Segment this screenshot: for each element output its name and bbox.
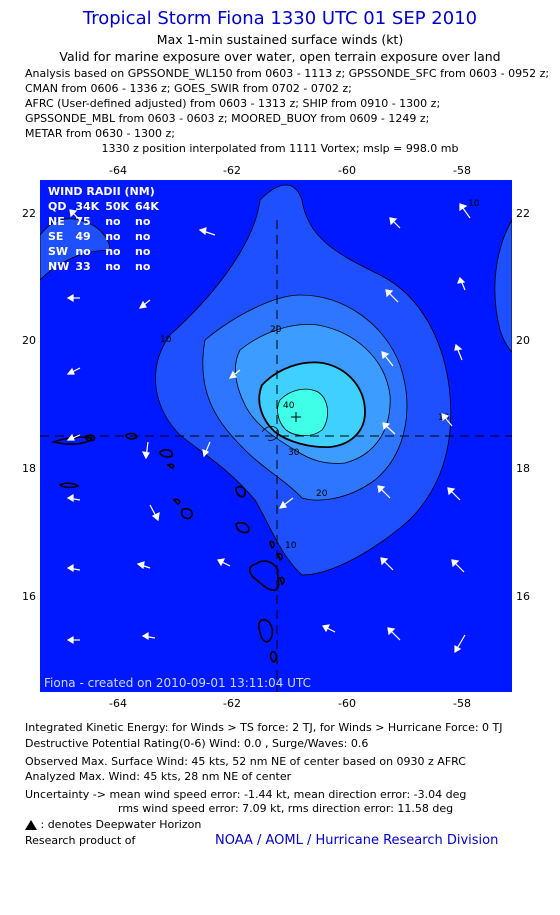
analysis-line: AFRC (User-defined adjusted) from 0603 -… xyxy=(25,97,441,110)
lat-tick-left: 20 xyxy=(22,334,36,347)
lon-tick-top: -64 xyxy=(109,164,127,177)
contour-label: 40 xyxy=(283,401,295,411)
wind-radii-cell: 33 xyxy=(75,260,91,273)
wind-radii-cell: no xyxy=(105,230,121,243)
storm-center-icon xyxy=(291,412,301,422)
analysis-line: CMAN from 0606 - 1336 z; GOES_SWIR from … xyxy=(25,82,352,95)
wind-radii-row: SE 49 no no xyxy=(48,229,165,244)
lat-tick-left: 22 xyxy=(22,207,36,220)
map-credit: Fiona - created on 2010-09-01 13:11:04 U… xyxy=(44,676,311,690)
wind-radii-header: 64K xyxy=(135,200,159,213)
coastline-islands xyxy=(51,432,285,663)
lat-tick-right: 18 xyxy=(516,462,530,475)
ike-line: Integrated Kinetic Energy: for Winds > T… xyxy=(25,721,503,734)
contour-small xyxy=(261,426,279,441)
wind-radii-cell: 75 xyxy=(75,215,91,228)
wind-radii-header: 34K xyxy=(75,200,100,213)
lon-tick-bottom: -62 xyxy=(223,697,241,710)
wind-radii-cell: no xyxy=(105,245,121,258)
wind-radii-cell: no xyxy=(105,215,121,228)
contour-label: 20 xyxy=(270,325,282,335)
wind-radii-row: NE 75 no no xyxy=(48,214,165,229)
lon-tick-top: -62 xyxy=(223,164,241,177)
analyzed-line: Analyzed Max. Wind: 45 kts, 28 nm NE of … xyxy=(25,770,292,783)
wind-radii-cell: NE xyxy=(48,215,65,228)
analysis-line: METAR from 0630 - 1300 z; xyxy=(25,127,175,140)
wind-radii-row: SW no no no xyxy=(48,244,165,259)
wind-radii-header: QD xyxy=(48,200,67,213)
lon-tick-bottom: -58 xyxy=(453,697,471,710)
deepwater-note: : denotes Deepwater Horizon xyxy=(25,818,201,831)
position-line: 1330 z position interpolated from 1111 V… xyxy=(101,142,459,155)
analysis-line: GPSSONDE_MBL from 0603 - 0603 z; MOORED_… xyxy=(25,112,430,125)
deepwater-note-text: : denotes Deepwater Horizon xyxy=(40,818,202,831)
wind-radii-header: 50K xyxy=(105,200,130,213)
contour-topleft xyxy=(40,218,111,281)
lon-tick-bottom: -60 xyxy=(338,697,356,710)
observed-line: Observed Max. Surface Wind: 45 kts, 52 n… xyxy=(25,755,466,768)
wind-radii-cell: no xyxy=(135,215,151,228)
wind-radii-cell: no xyxy=(135,230,151,243)
lat-tick-right: 16 xyxy=(516,590,530,603)
lat-tick-right: 22 xyxy=(516,207,530,220)
wind-contour-svg: 10 10 10 10 20 20 30 40 xyxy=(40,184,512,692)
lon-tick-top: -58 xyxy=(453,164,471,177)
page-title: Tropical Storm Fiona 1330 UTC 01 SEP 201… xyxy=(82,8,478,29)
contour-40-fill xyxy=(277,388,328,437)
oil-rig-icon xyxy=(25,820,37,830)
uncertainty-line-1: Uncertainty -> mean wind speed error: -1… xyxy=(25,788,467,801)
lat-tick-right: 20 xyxy=(516,334,530,347)
contour-label: 10 xyxy=(160,335,172,345)
wind-radii-cell: no xyxy=(135,260,151,273)
subtitle-valid: Valid for marine exposure over water, op… xyxy=(59,49,501,64)
lat-tick-left: 18 xyxy=(22,462,36,475)
wind-radii-title: WIND RADII (NM) xyxy=(48,185,155,198)
wind-radii-table: WIND RADII (NM) QD 34K 50K 64K NE 75 no … xyxy=(48,184,165,274)
lon-tick-top: -60 xyxy=(338,164,356,177)
contour-right xyxy=(494,219,512,353)
subtitle-max-winds: Max 1-min sustained surface winds (kt) xyxy=(156,32,404,47)
uncertainty-line-2: rms wind speed error: 7.09 kt, rms direc… xyxy=(118,802,454,815)
wind-radii-cell: SE xyxy=(48,230,64,243)
wind-radii-cell: NW xyxy=(48,260,70,273)
dpr-line: Destructive Potential Rating(0-6) Wind: … xyxy=(25,737,369,750)
research-org-link[interactable]: NOAA / AOML / Hurricane Research Divisio… xyxy=(215,833,499,848)
wind-radii-cell: 49 xyxy=(75,230,91,243)
contour-label: 20 xyxy=(316,489,328,499)
wind-map: 10 10 10 10 20 20 30 40 xyxy=(40,180,512,692)
contour-label: 10 xyxy=(285,541,297,551)
wind-radii-cell: no xyxy=(105,260,121,273)
lat-tick-left: 16 xyxy=(22,590,36,603)
research-label: Research product of xyxy=(25,834,136,847)
wind-radii-cell: no xyxy=(75,245,91,258)
wind-radii-row: NW 33 no no xyxy=(48,259,165,274)
wind-radii-cell: SW xyxy=(48,245,69,258)
lon-tick-bottom: -64 xyxy=(109,697,127,710)
analysis-line: Analysis based on GPSSONDE_WL150 from 06… xyxy=(25,67,550,80)
contour-label: 30 xyxy=(288,448,300,458)
wind-vector-arrows xyxy=(66,203,471,654)
contour-label: 10 xyxy=(468,199,480,209)
wind-radii-cell: no xyxy=(135,245,151,258)
